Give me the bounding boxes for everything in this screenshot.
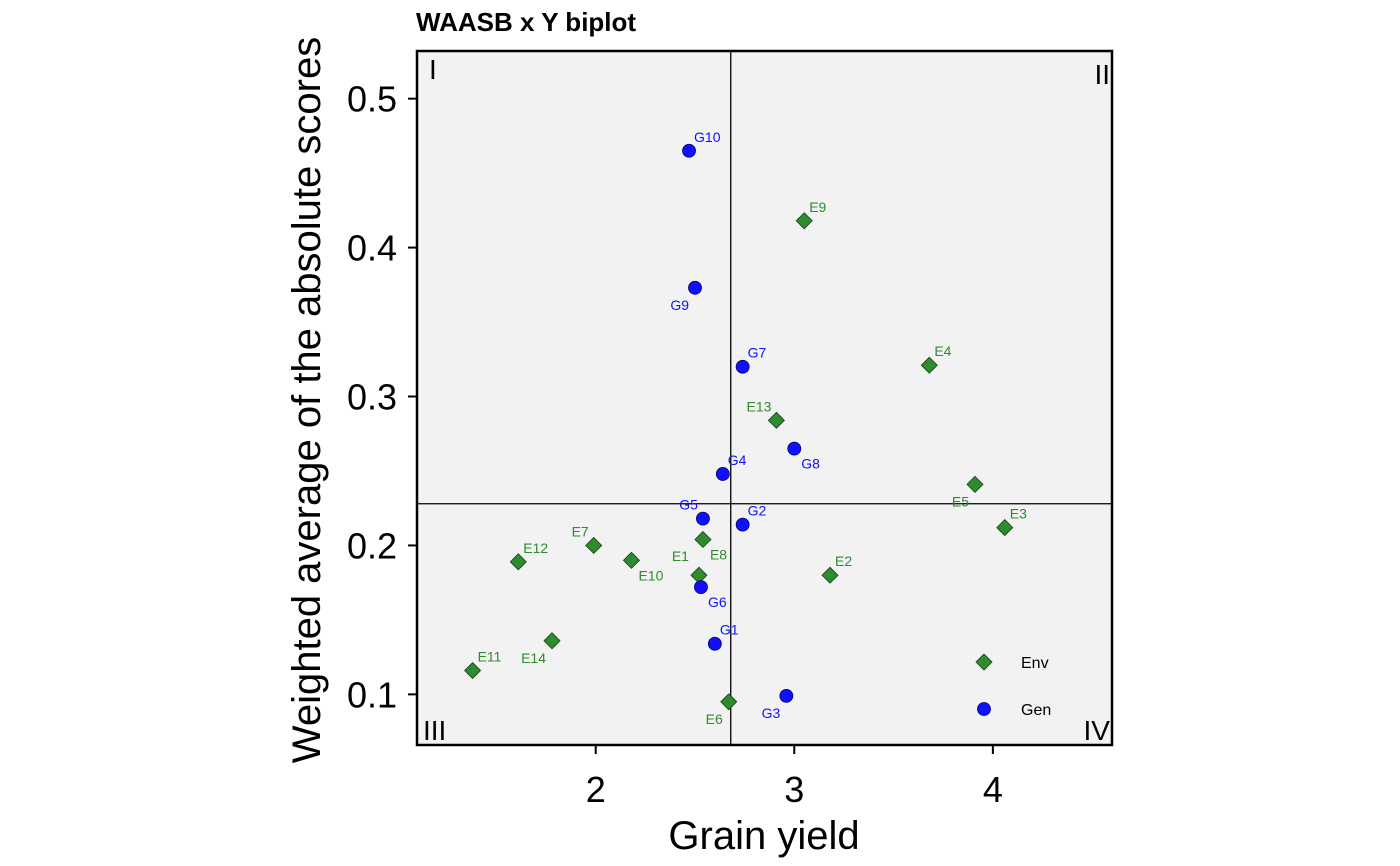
quadrant-label: I [429,54,437,85]
plot-border [415,49,1114,747]
legend-label: Env [1021,655,1049,672]
point-label: G2 [748,503,767,519]
point-label: E10 [638,567,663,583]
env-point [920,356,938,374]
gen-point [787,441,802,456]
point-label: E3 [1010,506,1027,522]
point-label: E5 [952,493,969,509]
x-tick-label: 4 [983,769,1003,810]
gen-point [696,511,710,526]
chart-title: WAASB x Y biplot [416,7,636,37]
env-point [464,661,482,680]
point-label: E13 [746,398,771,414]
gen-point [779,688,794,703]
point-label: G3 [762,705,781,721]
point-label: E9 [809,199,826,215]
quadrant-label: II [1094,59,1110,90]
y-tick-label: 0.2 [347,525,397,566]
point-label: G1 [720,622,739,638]
gen-point [707,636,722,651]
point-label: G10 [694,129,721,145]
env-point [720,693,738,711]
point-label: G5 [679,497,698,513]
gen-point [735,517,750,532]
point-label: E11 [478,649,502,665]
gen-point [682,143,696,158]
point-label: G6 [708,594,727,610]
env-point [966,475,984,493]
env-point [622,551,641,569]
point-label: E12 [523,540,548,556]
point-label: G9 [670,297,689,313]
legend-label: Gen [1021,702,1051,719]
y-axis-title: Weighted average of the absolute scores [285,37,329,763]
gen-point [715,467,730,481]
point-label: G4 [728,452,747,468]
y-tick-label: 0.3 [347,377,397,418]
y-tick-label: 0.5 [347,79,397,120]
gen-point [735,359,750,374]
env-point [821,566,839,584]
legend-key-env [975,653,993,671]
x-tick-label: 3 [784,769,804,810]
point-label: E8 [710,546,727,562]
point-label: G7 [748,345,767,361]
env-point [996,519,1014,537]
env-point [795,212,813,230]
gen-point [688,280,702,295]
y-tick-label: 0.1 [347,674,397,715]
x-axis-title: Grain yield [668,814,859,858]
point-label: E1 [672,548,689,564]
quadrant-label: IV [1084,715,1111,746]
point-label: E4 [934,343,951,359]
point-label: E7 [572,523,589,539]
quadrant-label: III [423,715,446,746]
point-label: E14 [521,650,546,666]
env-point [767,411,785,429]
env-point [509,553,527,571]
env-point [585,536,603,555]
x-tick-label: 2 [586,769,606,810]
legend-key-gen [977,702,991,716]
plot-panel [417,51,1112,745]
point-label: E6 [706,711,723,727]
point-label: E2 [835,553,852,569]
env-point [694,530,712,549]
y-tick-label: 0.4 [347,228,397,269]
env-point [543,632,561,650]
gen-point [694,580,708,595]
point-label: G8 [801,456,820,472]
